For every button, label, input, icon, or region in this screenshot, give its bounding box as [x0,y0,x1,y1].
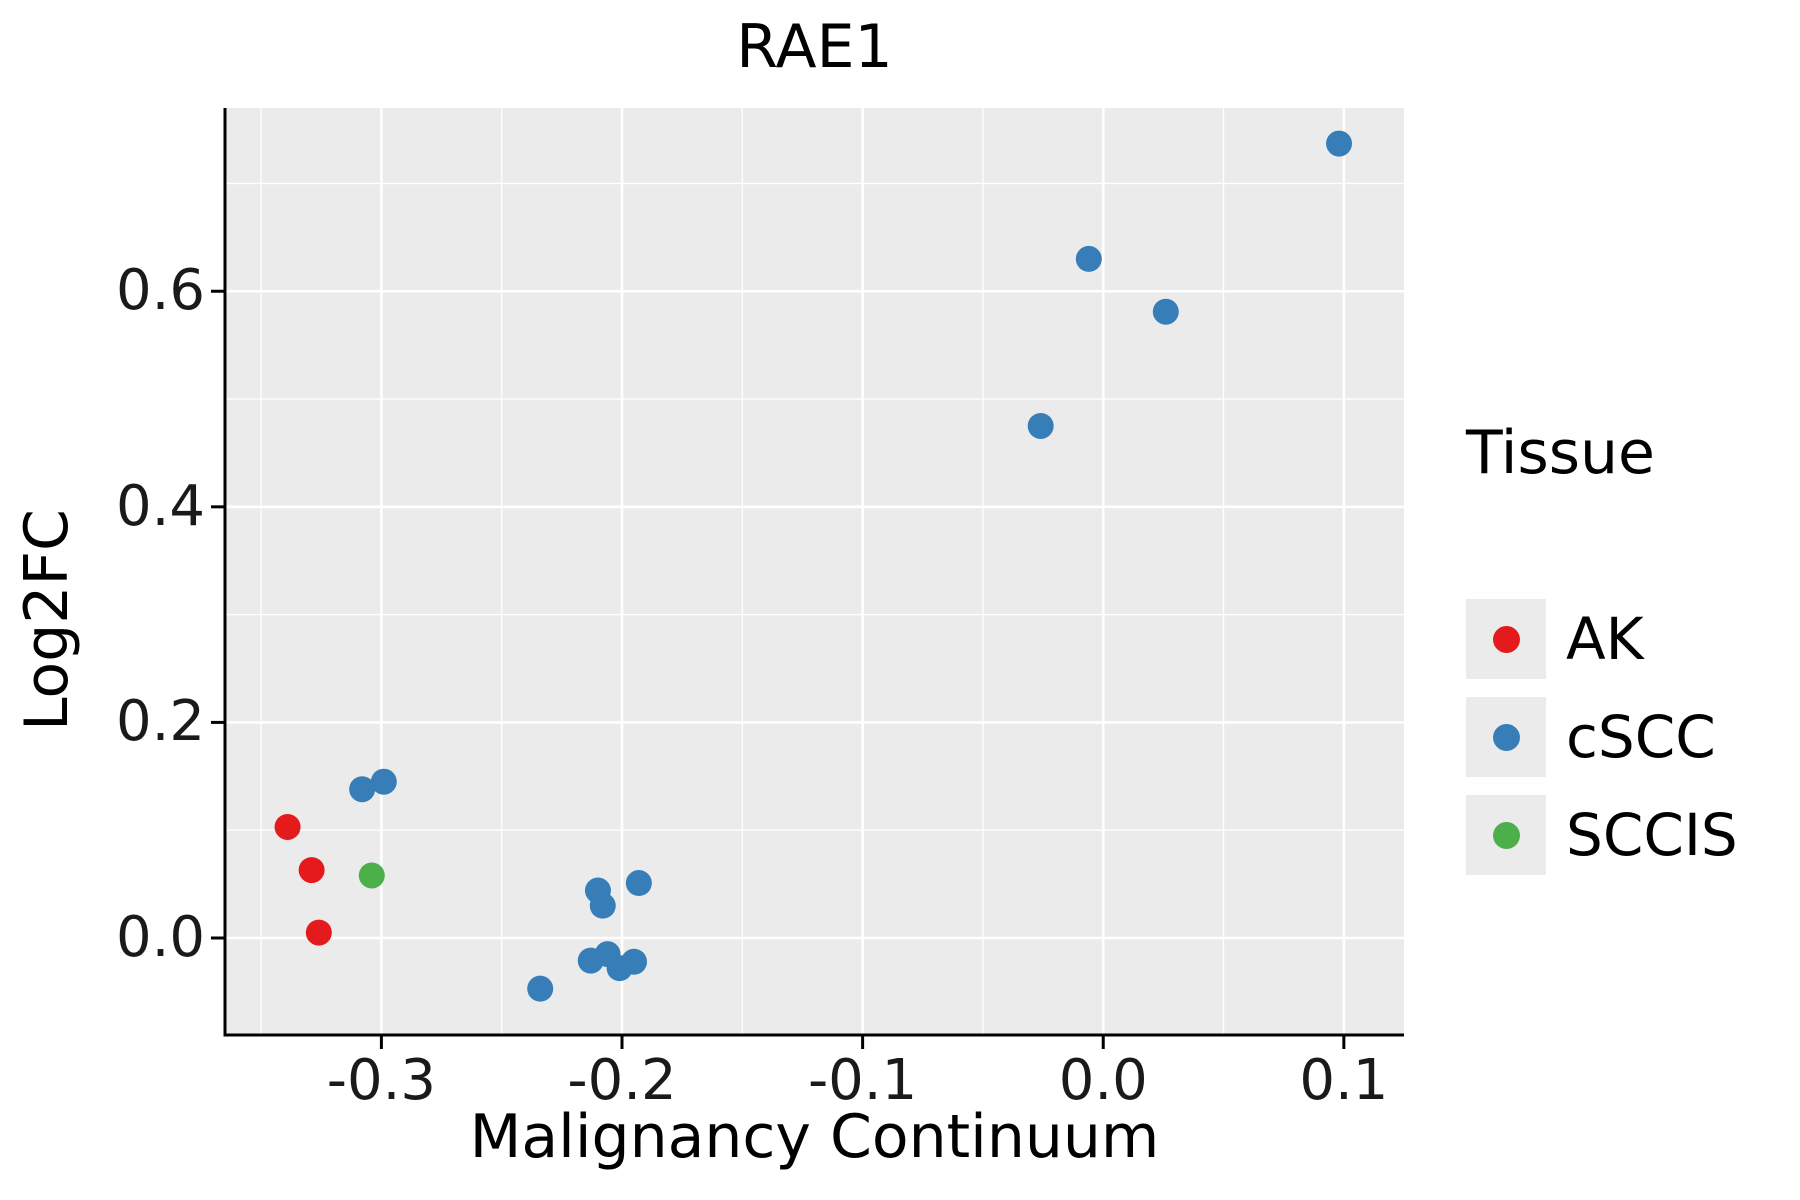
legend-dot-icon [1492,821,1520,849]
legend-dot-icon [1492,723,1520,751]
chart-title: RAE1 [736,12,893,82]
data-point-cSCC [625,870,652,897]
data-point-cSCC [589,892,616,919]
legend-item-label: SCCIS [1566,801,1738,869]
x-tick-label: 0.1 [1299,1048,1389,1113]
legend-item-SCCIS: SCCIS [1466,795,1738,875]
legend-item-label: cSCC [1566,703,1716,771]
legend-item-label: AK [1566,605,1644,673]
data-point-cSCC [1075,245,1102,272]
data-point-cSCC [349,776,376,803]
legend: AK cSCC SCCIS [1466,599,1738,893]
x-tick-label: -0.2 [567,1048,677,1113]
x-tick-label: 0.0 [1058,1048,1148,1113]
x-axis-label: Malignancy Continuum [469,1102,1160,1172]
legend-item-AK: AK [1466,599,1738,679]
legend-key [1466,599,1546,679]
legend-title: Tissue [1466,418,1655,488]
data-point-cSCC [1027,412,1054,439]
x-tick-label: -0.1 [807,1048,918,1113]
x-tick-label: -0.3 [326,1048,437,1113]
legend-item-cSCC: cSCC [1466,697,1738,777]
legend-dot-icon [1492,625,1520,653]
data-point-cSCC [621,948,648,975]
y-tick-label: 0.4 [115,473,205,539]
y-tick-label: 0.2 [115,689,205,755]
plot-panel [225,108,1404,1035]
y-tick-label: 0.0 [115,904,205,970]
data-point-cSCC [1152,298,1179,325]
y-tick-label: 0.6 [115,258,205,324]
data-point-AK [274,813,301,840]
legend-key [1466,697,1546,777]
data-point-cSCC [370,768,397,795]
data-point-AK [298,857,325,884]
data-point-cSCC [527,975,554,1002]
legend-key [1466,795,1546,875]
data-point-AK [305,919,332,946]
data-point-cSCC [1326,130,1353,157]
data-point-SCCIS [358,862,385,889]
